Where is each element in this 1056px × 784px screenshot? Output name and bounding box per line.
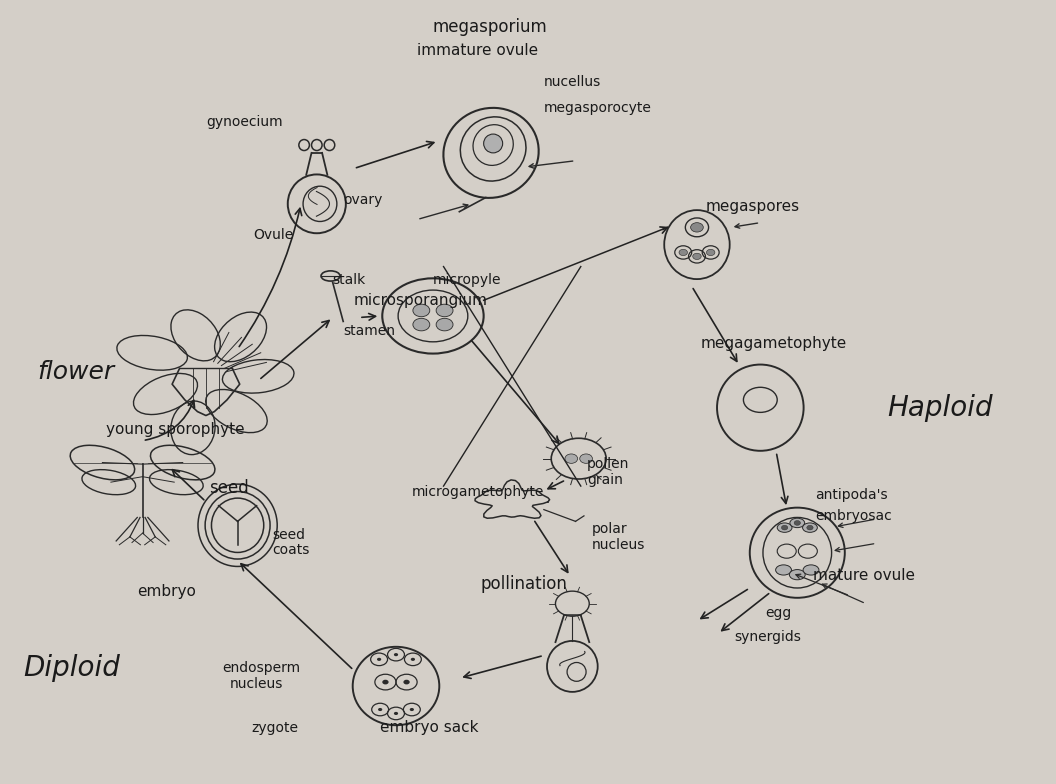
Text: gynoecium: gynoecium <box>206 114 283 129</box>
Text: young sporophyte: young sporophyte <box>106 422 244 437</box>
Circle shape <box>413 318 430 331</box>
Circle shape <box>781 525 788 530</box>
Ellipse shape <box>803 523 817 532</box>
Text: megaspores: megaspores <box>705 198 799 214</box>
Circle shape <box>436 318 453 331</box>
Text: microsporangium: microsporangium <box>354 292 488 308</box>
Text: megagametophyte: megagametophyte <box>700 336 846 351</box>
Text: seed: seed <box>209 479 249 496</box>
Circle shape <box>403 680 410 684</box>
Text: coats: coats <box>272 543 309 557</box>
Text: nucellus: nucellus <box>544 75 601 89</box>
Ellipse shape <box>804 564 819 575</box>
Text: megasporocyte: megasporocyte <box>544 101 652 115</box>
Text: pollen: pollen <box>587 457 629 471</box>
Text: Ovule: Ovule <box>253 228 294 242</box>
Text: pollination: pollination <box>480 575 567 593</box>
Circle shape <box>377 658 381 661</box>
Text: nucleus: nucleus <box>230 677 284 691</box>
Text: nucleus: nucleus <box>591 538 645 552</box>
Text: egg: egg <box>766 606 792 620</box>
Text: grain: grain <box>587 473 623 487</box>
Text: ovary: ovary <box>343 193 382 207</box>
Circle shape <box>378 708 382 711</box>
Text: Haploid: Haploid <box>887 394 993 422</box>
Circle shape <box>411 658 415 661</box>
Text: polar: polar <box>591 522 627 536</box>
Text: embryosac: embryosac <box>815 509 892 523</box>
Ellipse shape <box>790 518 805 528</box>
Circle shape <box>413 304 430 317</box>
Circle shape <box>565 454 578 463</box>
Text: stalk: stalk <box>333 273 365 287</box>
Text: Diploid: Diploid <box>23 654 120 682</box>
Text: seed: seed <box>272 528 305 542</box>
Ellipse shape <box>484 134 503 153</box>
Text: zygote: zygote <box>251 720 299 735</box>
Ellipse shape <box>777 523 792 532</box>
Ellipse shape <box>775 564 792 575</box>
Ellipse shape <box>790 569 805 580</box>
Circle shape <box>693 253 701 260</box>
Text: endosperm: endosperm <box>222 661 300 675</box>
Circle shape <box>410 708 414 711</box>
Text: micropyle: micropyle <box>433 273 502 287</box>
Circle shape <box>382 680 389 684</box>
Circle shape <box>580 454 592 463</box>
Text: stamen: stamen <box>343 324 395 338</box>
Circle shape <box>394 653 398 656</box>
Text: synergids: synergids <box>734 630 800 644</box>
Text: flower: flower <box>37 361 114 384</box>
Circle shape <box>794 521 800 525</box>
Text: microgametophyte: microgametophyte <box>412 485 544 499</box>
Circle shape <box>691 223 703 232</box>
Text: immature ovule: immature ovule <box>417 43 539 59</box>
Text: embryo sack: embryo sack <box>380 720 478 735</box>
Circle shape <box>679 249 687 256</box>
Text: embryo: embryo <box>137 584 196 600</box>
Circle shape <box>394 712 398 715</box>
Text: mature ovule: mature ovule <box>813 568 916 583</box>
Circle shape <box>807 525 813 530</box>
Text: antipoda's: antipoda's <box>815 488 888 503</box>
Text: megasporium: megasporium <box>433 19 548 36</box>
Circle shape <box>436 304 453 317</box>
Circle shape <box>706 249 715 256</box>
